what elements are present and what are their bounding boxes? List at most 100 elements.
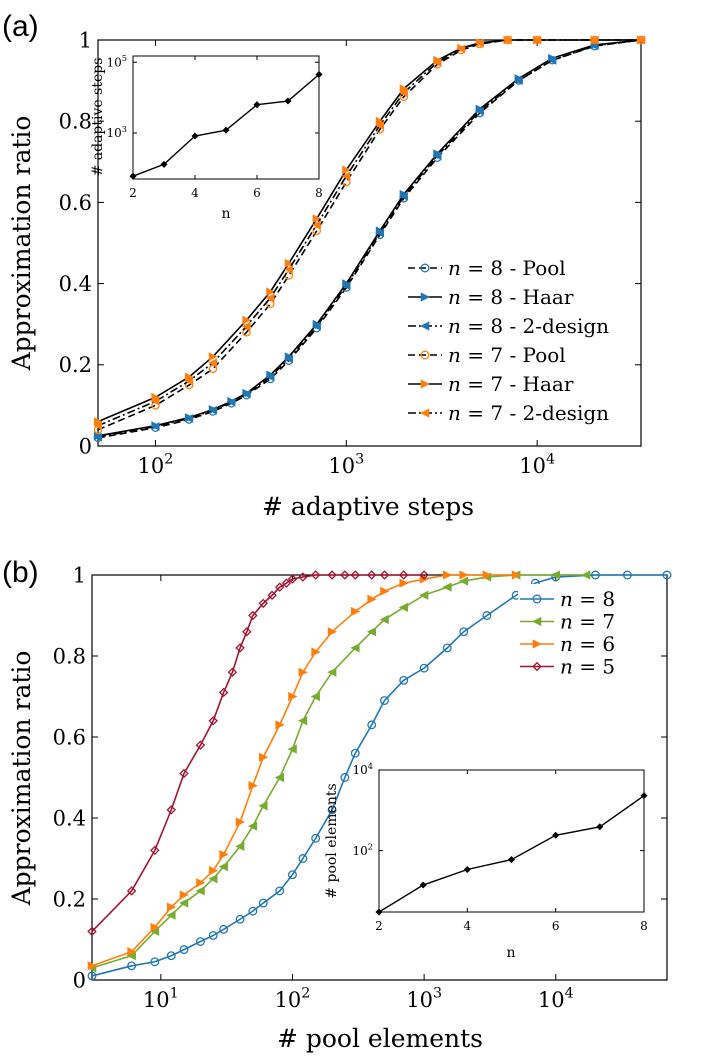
a-inset-series-0-point-2 [191,132,199,140]
b-main-series-0-point-23 [459,627,469,637]
a-main-series-3-point-5 [266,299,275,309]
b-main-series-1-point-17 [366,627,377,637]
b-main-series-1-point-11 [274,772,285,783]
panel-a-inset-axes [132,55,320,180]
b-main-series-1-point-12 [287,744,297,754]
b-main-series-3-point-22 [367,570,377,580]
a-main-series-5-point-9 [375,120,385,130]
panel-b-inset-axes [378,769,645,913]
b-main-series-1-point-25 [550,570,561,580]
a-main-series-5-point-4 [241,321,251,331]
a-main-series-2-point-3 [208,405,218,415]
b-inset-xtick-label-3: 8 [640,919,648,933]
b-main-series-0-point-24 [482,611,492,620]
a-main-series-4-point-8 [342,165,352,175]
a-main-series-2-point-2 [184,413,194,423]
a-legend-label-1: n = 8 - Haar [448,285,574,309]
b-main-series-2-point-3 [166,902,177,912]
b-legend-marker-0 [532,594,542,604]
b-main-series-2-point-9 [248,780,258,791]
b-main-series-0-point-10 [258,898,268,908]
b-main-series-3-point-15 [281,578,292,588]
b-main-series-0-point-14 [311,833,321,843]
a-main-ytick-label-5: 1 [79,28,92,52]
b-main-series-2-point-18 [380,586,390,596]
b-main-series-3-line [91,574,425,932]
b-main-series-2-point-1 [127,947,137,957]
b-inset-series-0-point-0 [375,908,383,916]
panel-a-inset-ylabel: # adaptive steps [90,58,106,177]
b-main-series-2-point-11 [275,720,285,730]
b-main-ytick-label-0: 0 [73,968,86,992]
a-main-xtick-label-1: 103 [328,452,364,478]
b-main-series-0-point-5 [196,937,205,946]
a-main-series-3-point-4 [242,328,251,337]
b-main-series-1-point-9 [247,821,258,831]
panel-a-plot-area: 102 103 104 0 0.2 0.4 0.6 0.8 1 [59,28,646,478]
a-inset-series-0-point-4 [253,101,261,109]
b-main-series-0-point-29 [622,570,632,580]
b-main-series-2-point-17 [367,594,377,604]
b-main-series-1-point-15 [327,667,337,677]
b-main-series-3-point-6 [208,716,218,726]
a-main-series-2-point-4 [226,397,236,407]
b-main-ytick-label-5: 1 [73,563,86,587]
b-main-series-2-point-21 [442,570,453,580]
b-main-series-0-point-3 [166,951,176,961]
a-main-ytick-label-0: 0 [79,434,92,458]
b-main-series-1-point-19 [398,602,409,613]
a-main-series-4-point-6 [284,258,294,268]
a-legend-marker-1 [420,292,430,302]
b-main-series-2-point-8 [235,817,246,827]
b-main-series-0-point-9 [248,906,258,916]
b-main-series-0-point-17 [350,748,360,758]
b-main-series-2-point-24 [511,570,522,580]
a-inset-xtick-label-2: 6 [253,186,261,200]
b-legend-label-1: n = 7 [560,610,615,634]
b-main-series-1-point-26 [581,570,591,580]
b-legend-label-3: n = 5 [560,655,615,679]
b-main-series-1-point-10 [258,801,268,811]
a-main-series-2-point-12 [432,151,442,161]
b-main-series-2-point-22 [459,570,469,580]
a-legend-marker-3 [420,350,430,360]
b-legend-marker-2 [532,639,542,649]
b-main-series-3-point-8 [227,667,238,677]
b-main-series-2-point-19 [399,578,409,588]
a-legend-label-5: n = 7 - 2-design [448,401,609,425]
a-legend-label-0: n = 8 - Pool [448,256,566,280]
b-main-series-3-point-23 [379,570,390,580]
a-main-series-4-point-5 [266,287,276,297]
a-main-series-2-line [97,39,642,438]
b-main-series-1-point-22 [458,576,469,586]
a-inset-series-0-point-3 [222,126,230,134]
b-main-series-3-point-7 [218,687,229,698]
a-main-series-2-point-11 [399,191,408,201]
a-legend-label-2: n = 8 - 2-design [448,314,609,338]
b-main-series-0-point-22 [442,643,452,653]
a-main-series-2-point-9 [341,281,351,291]
b-main-series-1-point-20 [419,590,429,600]
panel-b-inset-xlabel: n [506,945,515,961]
a-main-series-5-point-16 [589,35,599,45]
b-main-series-2-point-7 [219,849,229,860]
b-main-series-0-point-13 [298,854,308,863]
b-main-series-0-point-16 [340,773,350,782]
b-main-series-2-point-4 [179,890,189,900]
b-legend-label-2: n = 6 [560,632,615,656]
b-main-xtick-label-2: 103 [406,986,442,1012]
b-main-series-0-point-20 [399,675,409,685]
panel-b-inset-ylabel: # pool elements [324,783,340,898]
panel-a-ylabel: Approximation ratio [7,116,36,372]
a-main-series-5-point-8 [341,171,351,181]
a-main-series-2-point-8 [312,321,321,331]
b-main-series-1-point-21 [442,582,452,592]
a-main-ytick-label-1: 0.2 [59,353,92,377]
b-main-series-1-point-4 [179,898,189,908]
b-main-ytick-label-4: 0.8 [53,644,86,668]
b-legend-marker-1 [532,616,542,627]
a-main-series-4-point-4 [242,315,252,325]
panel-b-ylabel: Approximation ratio [7,651,36,907]
panel-a-inset-xlabel: n [221,206,230,222]
a-legend-label-3: n = 7 - Pool [448,343,566,367]
